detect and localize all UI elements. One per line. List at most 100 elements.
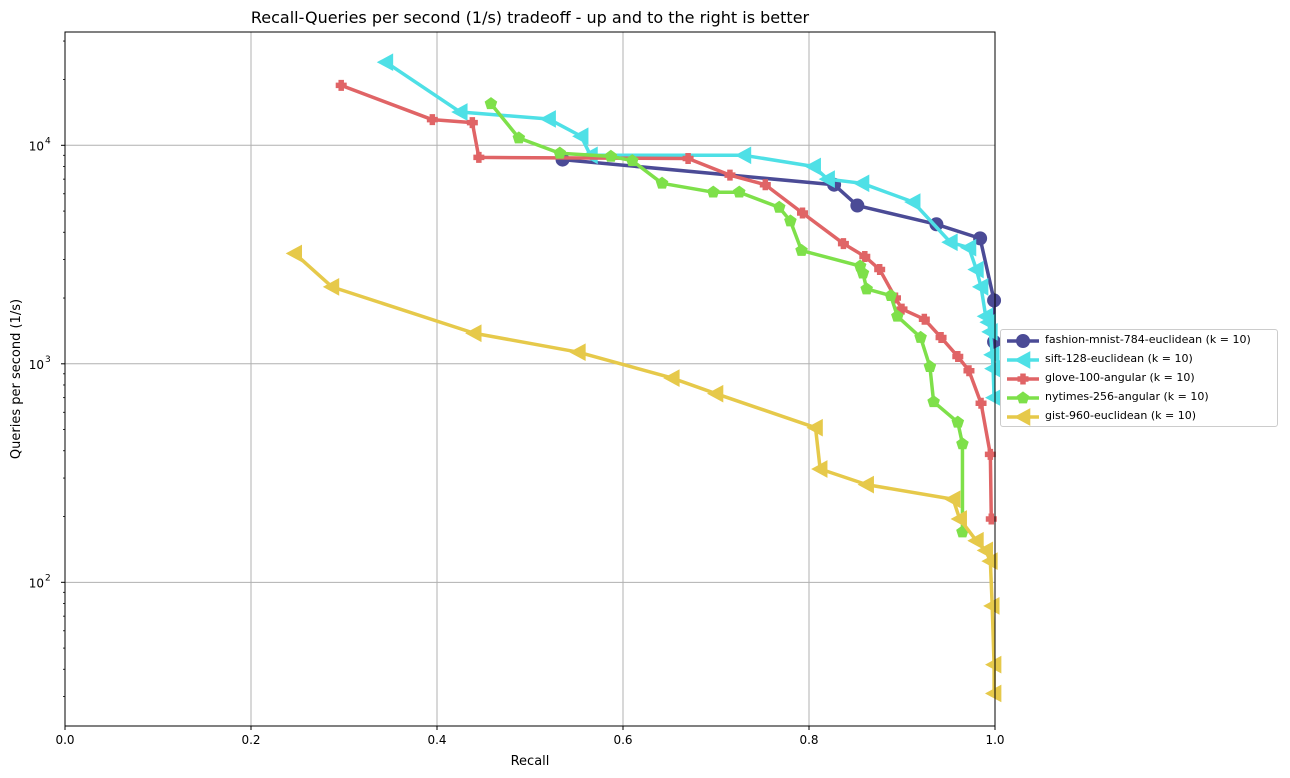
y-axis-label: Queries per second (1/s): [9, 299, 24, 459]
x-axis-label: Recall: [511, 754, 550, 769]
data-point: [984, 359, 1001, 378]
data-point: [553, 146, 567, 159]
x-tick-label: 0.8: [799, 733, 818, 747]
data-point: [956, 437, 969, 450]
data-point: [896, 303, 908, 315]
data-point: [950, 510, 967, 528]
series-4: [285, 244, 1002, 703]
legend-item-glove: glove-100-angular (k = 10): [1005, 370, 1275, 388]
series-2: [335, 79, 997, 525]
legend-swatch: [1007, 334, 1039, 348]
data-point: [987, 293, 1002, 308]
data-point: [904, 193, 921, 211]
legend-swatch: [1007, 351, 1039, 369]
legend-marker: [1016, 391, 1030, 404]
data-point: [857, 475, 874, 494]
data-point: [963, 365, 975, 377]
data-point: [784, 214, 797, 227]
data-point: [975, 397, 987, 409]
series-3: [484, 97, 969, 538]
series-line: [562, 157, 996, 342]
legend-swatch: [1007, 373, 1039, 385]
data-point: [706, 384, 724, 403]
data-point: [806, 418, 823, 437]
data-point: [322, 278, 340, 296]
x-axis: 0.0 0.2 0.4 0.6 0.8 1.0: [55, 726, 1005, 747]
legend-item-gist: gist-960-euclidean (k = 10): [1005, 408, 1275, 426]
data-point: [285, 244, 303, 263]
data-point: [484, 97, 498, 110]
data-point: [706, 185, 720, 198]
data-point: [860, 282, 873, 295]
legend-label: nytimes-256-angular (k = 10): [1045, 390, 1209, 403]
legend-marker: [1013, 351, 1031, 369]
data-point: [663, 369, 680, 387]
data-point: [914, 330, 927, 343]
data-point: [852, 174, 870, 193]
data-point: [451, 103, 468, 121]
data-point: [796, 207, 808, 219]
data-point: [967, 531, 984, 550]
data-point: [971, 278, 989, 296]
legend-item-fashion-mnist: fashion-mnist-784-euclidean (k = 10): [1005, 332, 1275, 350]
plot-area: [64, 31, 996, 727]
data-point: [985, 513, 997, 525]
legend-item-nytimes: nytimes-256-angular (k = 10): [1005, 389, 1275, 407]
data-point: [918, 313, 930, 325]
data-point: [884, 289, 898, 302]
legend-marker: [1013, 408, 1031, 426]
data-point: [512, 131, 526, 144]
data-point: [804, 157, 821, 176]
data-point: [859, 250, 871, 262]
data-point: [973, 231, 988, 246]
data-point: [985, 684, 1002, 703]
data-point: [951, 415, 965, 428]
x-tick-label: 1.0: [985, 733, 1004, 747]
y-tick-label: 10: [29, 576, 44, 590]
data-point: [759, 179, 771, 191]
legend-swatch: [1007, 391, 1039, 404]
data-point: [376, 53, 394, 72]
data-point: [981, 552, 998, 570]
data-point: [929, 217, 944, 232]
data-point: [967, 260, 984, 279]
data-point: [837, 238, 849, 250]
legend-label: sift-128-euclidean (k = 10): [1045, 352, 1193, 365]
data-point: [466, 117, 478, 129]
grid-lines: [65, 32, 995, 726]
data-point: [724, 169, 736, 181]
data-point: [539, 110, 556, 128]
data-point: [952, 351, 964, 363]
data-point: [572, 127, 589, 146]
series-1: [376, 53, 1002, 407]
data-point: [811, 460, 828, 478]
data-point: [850, 198, 865, 213]
y-tick-label: 10: [29, 358, 44, 372]
data-point: [682, 153, 694, 165]
data-point: [981, 323, 998, 341]
data-point: [732, 185, 746, 198]
data-point: [818, 170, 835, 188]
x-tick-label: 0.0: [55, 733, 74, 747]
data-point: [985, 655, 1002, 674]
y-tick-label: 10: [29, 139, 44, 153]
y-tick-exponent: 4: [45, 136, 51, 146]
series-line: [489, 102, 965, 532]
y-tick-exponent: 3: [45, 355, 51, 365]
data-point: [944, 490, 961, 509]
y-tick-exponent: 2: [45, 573, 51, 583]
data-point: [976, 541, 993, 560]
data-point: [734, 146, 752, 165]
legend-label: fashion-mnist-784-euclidean (k = 10): [1045, 333, 1251, 346]
data-point: [941, 233, 958, 252]
chart-title: Recall-Queries per second (1/s) tradeoff…: [251, 8, 810, 27]
data-point: [984, 448, 996, 460]
series-layer: [285, 53, 1002, 703]
legend-item-sift: sift-128-euclidean (k = 10): [1005, 351, 1275, 369]
data-point: [335, 79, 347, 91]
data-point: [473, 151, 485, 163]
data-point: [874, 264, 886, 276]
data-point: [959, 238, 977, 257]
